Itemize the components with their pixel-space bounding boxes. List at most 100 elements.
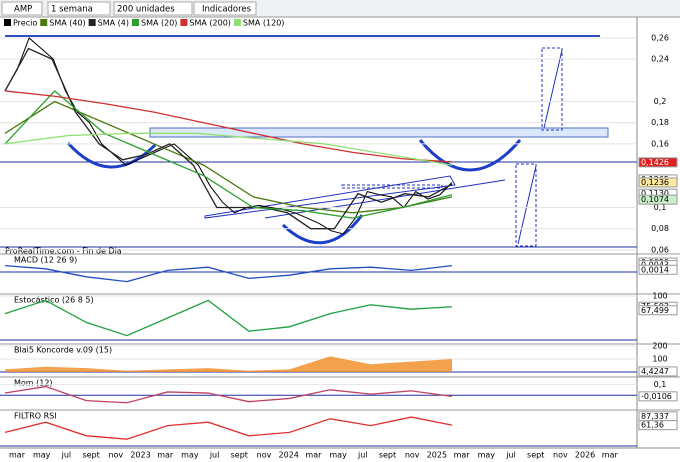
series-line bbox=[4, 90, 453, 219]
range bbox=[341, 184, 443, 189]
symbol-box[interactable] bbox=[1, 1, 43, 16]
units-box[interactable] bbox=[113, 1, 193, 16]
panel-title: FILTRO RSI bbox=[14, 412, 57, 421]
legend-label: SMA (120) bbox=[243, 19, 285, 28]
legend-swatch bbox=[131, 19, 139, 26]
price-tag bbox=[638, 305, 678, 316]
price-tag bbox=[638, 420, 678, 431]
period[interactable]: 1 semana bbox=[51, 5, 93, 15]
arc bbox=[281, 214, 364, 245]
x-tick-label: mar bbox=[454, 451, 471, 460]
price-tag bbox=[638, 264, 678, 275]
price-tag bbox=[638, 391, 678, 402]
target-box bbox=[515, 163, 537, 247]
arc bbox=[418, 139, 522, 172]
x-tick-label: may bbox=[329, 451, 347, 460]
y-tick-label: 0,26 bbox=[651, 33, 669, 42]
wedge bbox=[264, 179, 506, 219]
y-tick-label: 100 bbox=[652, 355, 667, 364]
panel-title: Blai5 Koncorde v.09 (15) bbox=[14, 346, 112, 355]
y-tick-label: 0,06 bbox=[651, 245, 669, 254]
area bbox=[5, 356, 452, 372]
price-label: 67,499 bbox=[641, 306, 669, 315]
price-label: 0,1426 bbox=[641, 158, 669, 167]
indicators[interactable]: Indicadores bbox=[202, 5, 252, 15]
y-tick-label: 0,1 bbox=[654, 380, 667, 389]
symbol[interactable]: AMP bbox=[14, 5, 32, 15]
x-tick-label: 2026 bbox=[575, 451, 595, 460]
x-tick-label: mar bbox=[157, 451, 174, 460]
price-label: 0,1074 bbox=[641, 195, 669, 204]
x-tick-label: mar bbox=[9, 451, 26, 460]
price-label: 87,337 bbox=[641, 412, 669, 421]
x-tick-label: sept bbox=[527, 451, 544, 460]
y-tick-label: 100 bbox=[652, 292, 667, 301]
price-label: -0,0106 bbox=[641, 392, 672, 401]
series-line bbox=[4, 90, 453, 163]
price-tag bbox=[638, 177, 678, 188]
wedge bbox=[204, 175, 456, 219]
legend-label: SMA (4) bbox=[98, 19, 129, 28]
x-tick-label: sept bbox=[379, 451, 396, 460]
x-tick-label: jul bbox=[357, 451, 368, 460]
series-line bbox=[4, 264, 453, 283]
x-tick-label: sept bbox=[231, 451, 248, 460]
indicators-box[interactable] bbox=[193, 1, 257, 16]
series-line bbox=[4, 47, 453, 230]
x-tick-label: nov bbox=[553, 451, 568, 460]
period-box[interactable] bbox=[47, 1, 111, 16]
series-line bbox=[4, 416, 453, 440]
price-tag bbox=[638, 157, 678, 168]
x-tick-label: jul bbox=[209, 451, 220, 460]
legend-swatch bbox=[4, 19, 11, 26]
price-tag bbox=[638, 366, 678, 377]
legend-label: SMA (40) bbox=[49, 19, 85, 28]
x-tick-label: nov bbox=[257, 451, 272, 460]
price-label: 61,36 bbox=[641, 421, 664, 430]
panel-title: Estocástico (26 8 5) bbox=[14, 296, 94, 305]
price-tag bbox=[638, 194, 678, 205]
series-line bbox=[4, 299, 453, 337]
x-tick-label: jul bbox=[505, 451, 516, 460]
legend-label: SMA (20) bbox=[141, 19, 177, 28]
price-label: 0,0014 bbox=[641, 265, 669, 274]
legend-label: SMA (200) bbox=[189, 19, 231, 28]
x-tick-label: nov bbox=[405, 451, 420, 460]
x-tick-label: sept bbox=[82, 451, 99, 460]
arc bbox=[66, 141, 157, 169]
x-tick-label: may bbox=[33, 451, 51, 460]
x-tick-label: mar bbox=[602, 451, 619, 460]
x-tick-label: mar bbox=[305, 451, 322, 460]
y-tick-label: 0,1 bbox=[654, 203, 667, 212]
y-tick-label: 0,08 bbox=[651, 224, 669, 233]
legend-swatch bbox=[180, 19, 188, 26]
legend-swatch bbox=[233, 19, 241, 26]
x-tick-label: 2023 bbox=[130, 451, 150, 460]
x-tick-label: 2024 bbox=[279, 451, 299, 460]
price-label: 0,1130 bbox=[641, 189, 669, 198]
x-tick-label: 2025 bbox=[427, 451, 447, 460]
legend-swatch bbox=[40, 19, 48, 26]
panel-title: Mom (12) bbox=[14, 379, 53, 388]
units[interactable]: 200 unidades bbox=[117, 5, 175, 15]
price-label: 4,4247 bbox=[641, 367, 669, 376]
y-tick-label: 200 bbox=[652, 342, 667, 351]
series-line bbox=[4, 385, 453, 404]
x-tick-label: nov bbox=[108, 451, 123, 460]
target bbox=[543, 49, 563, 129]
y-tick-label: 0,18 bbox=[651, 118, 669, 127]
zone bbox=[149, 127, 609, 138]
price-label: 0,1236 bbox=[641, 178, 669, 187]
x-tick-label: may bbox=[478, 451, 496, 460]
series-line bbox=[4, 132, 453, 166]
x-tick-label: jul bbox=[61, 451, 72, 460]
x-tick-label: may bbox=[181, 451, 199, 460]
target bbox=[517, 165, 537, 245]
y-tick-label: 0,16 bbox=[651, 139, 669, 148]
y-tick-label: 0,24 bbox=[651, 55, 669, 64]
legend-label: Precio bbox=[13, 19, 37, 28]
target-box bbox=[541, 47, 563, 131]
source: ProRealTime.com - Fin de Dia bbox=[5, 247, 122, 256]
